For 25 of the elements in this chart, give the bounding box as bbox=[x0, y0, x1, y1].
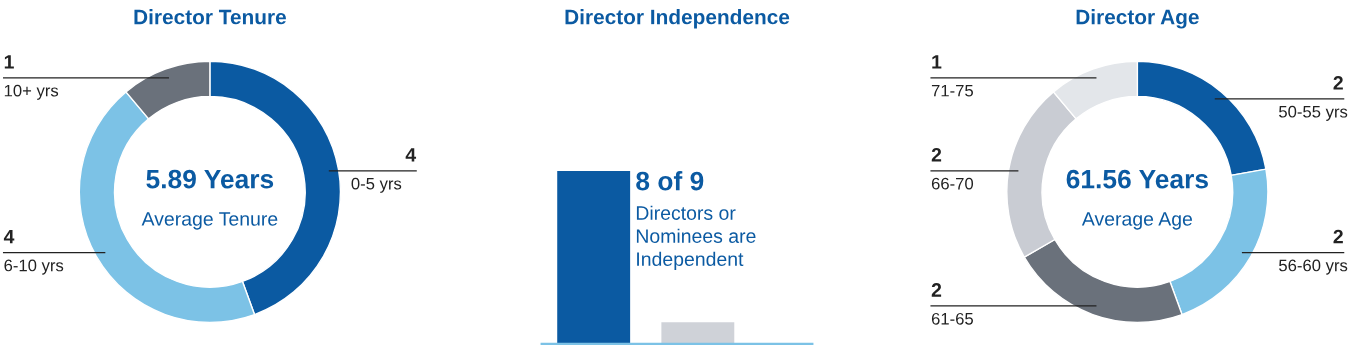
slice-label: 56-60 yrs bbox=[1279, 259, 1348, 275]
data-label: 1 bbox=[4, 55, 14, 69]
slice-label: 61-65 bbox=[931, 312, 974, 325]
chart-title: Director Age bbox=[1076, 9, 1199, 29]
text: 5.89 Years bbox=[146, 169, 274, 189]
slice-label: 50-55 yrs bbox=[1279, 105, 1348, 121]
data-label: 2 bbox=[931, 283, 942, 297]
data-label: 1 bbox=[932, 55, 942, 69]
slice-label: 71-75 bbox=[931, 84, 974, 97]
annotation: 8 of 9 bbox=[636, 171, 704, 191]
annotation: Directors or Nominees are Independent bbox=[636, 205, 756, 270]
data-label: 2 bbox=[1333, 76, 1343, 90]
slice-label: 66-70 bbox=[931, 177, 974, 190]
data-label: 2 bbox=[931, 147, 942, 162]
data-label: 2 bbox=[1333, 229, 1343, 244]
text: Average Age bbox=[1081, 212, 1193, 230]
text: Average Tenure bbox=[141, 212, 278, 230]
slice-label: 6-10 yrs bbox=[4, 259, 64, 275]
slice-label: 0-5 yrs bbox=[351, 177, 402, 193]
data-label: 4 bbox=[405, 148, 417, 162]
text: 61.56 Years bbox=[1066, 169, 1208, 189]
chart-title: Director Tenure bbox=[134, 9, 286, 25]
slice-label: 10+ yrs bbox=[4, 84, 59, 100]
data-label: 4 bbox=[3, 229, 15, 244]
chart-title: Director Independence bbox=[565, 9, 790, 29]
